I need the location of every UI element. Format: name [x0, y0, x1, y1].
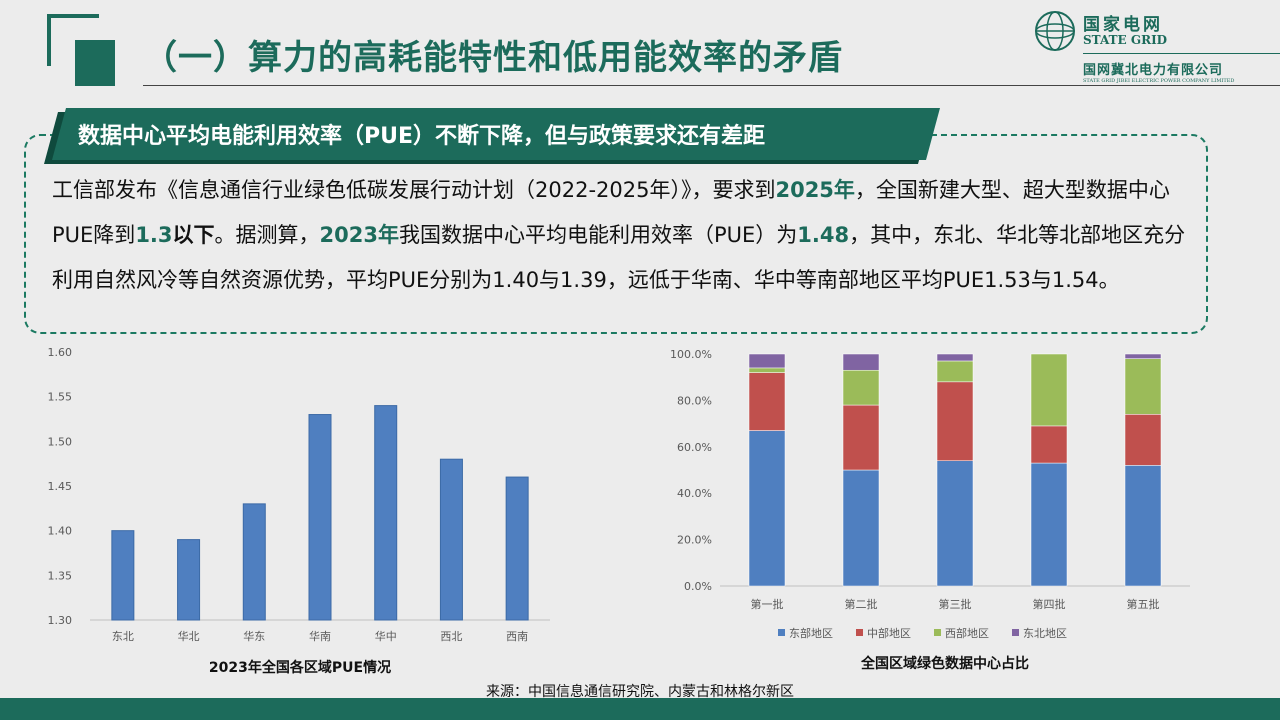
stacked-segment — [842, 369, 880, 406]
legend-label: 西部地区 — [945, 626, 989, 640]
y-tick-label: 1.60 — [48, 346, 73, 359]
pue-bar-chart: 1.30 1.35 1.40 1.45 1.50 1.55 1.60 东北 华北 华东 华南 华中 西北… — [48, 346, 550, 676]
page-title: （一）算力的高耗能特性和低用能效率的矛盾 — [143, 38, 843, 78]
para-highlight-5: 1.48 — [797, 223, 850, 247]
stacked-segment — [748, 367, 786, 373]
decor-bracket-outline — [47, 14, 99, 66]
y-tick-label: 80.0% — [677, 394, 712, 407]
legend-swatch — [934, 629, 941, 636]
x-tick-label: 第二批 — [845, 597, 878, 611]
y-tick-label: 1.35 — [48, 569, 73, 582]
para-text-5: ，其中，东北、华北等北部地区充分利用自然风冷等自然资源优势，平均PUE分别为1.… — [52, 223, 1186, 292]
summary-paragraph: 工信部发布《信息通信行业绿色低碳发展行动计划（2022-2025年）》，要求到2… — [52, 168, 1202, 303]
section-banner — [52, 108, 940, 160]
stacked-segment — [1030, 353, 1068, 427]
x-tick-label: 第三批 — [939, 597, 972, 611]
y-tick-label: 1.55 — [48, 391, 73, 404]
logo-text-en: STATE GRID — [1083, 33, 1168, 47]
legend-label: 中部地区 — [867, 626, 911, 640]
legend-swatch — [778, 629, 785, 636]
y-tick-label: 40.0% — [677, 487, 712, 500]
state-grid-logo-icon — [1035, 11, 1075, 51]
para-text-2: ，全国新建大型、超大型数据中心PUE降到 — [52, 178, 1170, 247]
stacked-segment — [748, 430, 786, 587]
stacked-segment — [1124, 414, 1162, 466]
x-tick-label: 东北 — [112, 630, 134, 643]
stacked-segment — [936, 460, 974, 587]
x-tick-label: 第四批 — [1033, 597, 1066, 611]
stacked-segment — [842, 404, 880, 471]
decor-bracket-block — [75, 40, 115, 86]
para-highlight-4: 2023年 — [319, 223, 399, 247]
x-tick-label: 西北 — [440, 630, 462, 643]
stacked-segment — [1030, 462, 1068, 587]
bar — [308, 414, 332, 621]
chart-title: 全国区域绿色数据中心占比 — [860, 655, 1029, 672]
source-note: 来源：中国信息通信研究院、内蒙古和林格尔新区 — [486, 684, 794, 700]
chart-title: 2023年全国各区域PUE情况 — [209, 659, 391, 676]
banner-text: 数据中心平均电能利用效率（PUE）不断下降，但与政策要求还有差距 — [78, 124, 766, 149]
y-tick-label: 1.30 — [48, 614, 73, 627]
para-text-3: 。据测算， — [214, 223, 320, 247]
content-box — [24, 134, 1208, 334]
stacked-segment — [842, 353, 880, 371]
stacked-segment — [1124, 465, 1162, 587]
x-tick-label: 第一批 — [751, 597, 784, 611]
footer-bar — [0, 698, 1280, 720]
x-tick-label: 第五批 — [1127, 597, 1160, 611]
para-text-4: 我国数据中心平均电能利用效率（PUE）为 — [398, 223, 798, 247]
y-tick-label: 100.0% — [670, 348, 712, 361]
company-name-cn: 国网冀北电力有限公司 — [1083, 63, 1224, 78]
bar — [505, 476, 529, 621]
bar — [374, 405, 398, 621]
green-dc-stacked-chart: 0.0% 20.0% 40.0% 60.0% 80.0% 100.0% 第一批 第二批 第三批 第… — [670, 348, 1190, 672]
stacked-segment — [1124, 358, 1162, 415]
stacked-segment — [748, 372, 786, 431]
header-divider — [143, 85, 1280, 86]
y-tick-label: 20.0% — [677, 534, 712, 547]
stacked-segment — [1030, 425, 1068, 464]
bar — [177, 539, 201, 621]
para-highlight-1: 2025年 — [775, 178, 855, 202]
stacked-segment — [1124, 353, 1162, 359]
y-tick-label: 0.0% — [684, 580, 712, 593]
para-highlight-3: 以下 — [172, 223, 215, 247]
logo-divider — [1083, 53, 1280, 54]
legend-swatch — [1012, 629, 1019, 636]
y-tick-label: 1.45 — [48, 480, 73, 493]
legend-label: 东北地区 — [1023, 627, 1067, 640]
x-tick-label: 西南 — [506, 630, 528, 643]
x-tick-label: 华南 — [309, 629, 331, 643]
stacked-segment — [748, 353, 786, 369]
bar — [242, 503, 266, 621]
stacked-segment — [936, 381, 974, 461]
legend-swatch — [856, 629, 863, 636]
stacked-segment — [936, 353, 974, 362]
stacked-segment — [936, 360, 974, 383]
y-tick-label: 60.0% — [677, 441, 712, 454]
stacked-segment — [842, 469, 880, 587]
x-tick-label: 华东 — [243, 629, 265, 643]
y-tick-label: 1.50 — [48, 435, 73, 448]
company-name-en: STATE GRID JIBEI ELECTRIC POWER COMPANY … — [1083, 78, 1235, 84]
para-text-1: 工信部发布《信息通信行业绿色低碳发展行动计划（2022-2025年）》，要求到 — [52, 178, 776, 202]
logo-text-cn: 国家电网 — [1083, 15, 1163, 35]
bar — [439, 458, 463, 621]
x-tick-label: 华北 — [178, 629, 200, 643]
x-tick-label: 华中 — [375, 629, 397, 643]
bar — [111, 530, 135, 621]
para-highlight-2: 1.3 — [135, 223, 173, 247]
y-tick-label: 1.40 — [48, 525, 73, 538]
legend-label: 东部地区 — [789, 626, 833, 640]
